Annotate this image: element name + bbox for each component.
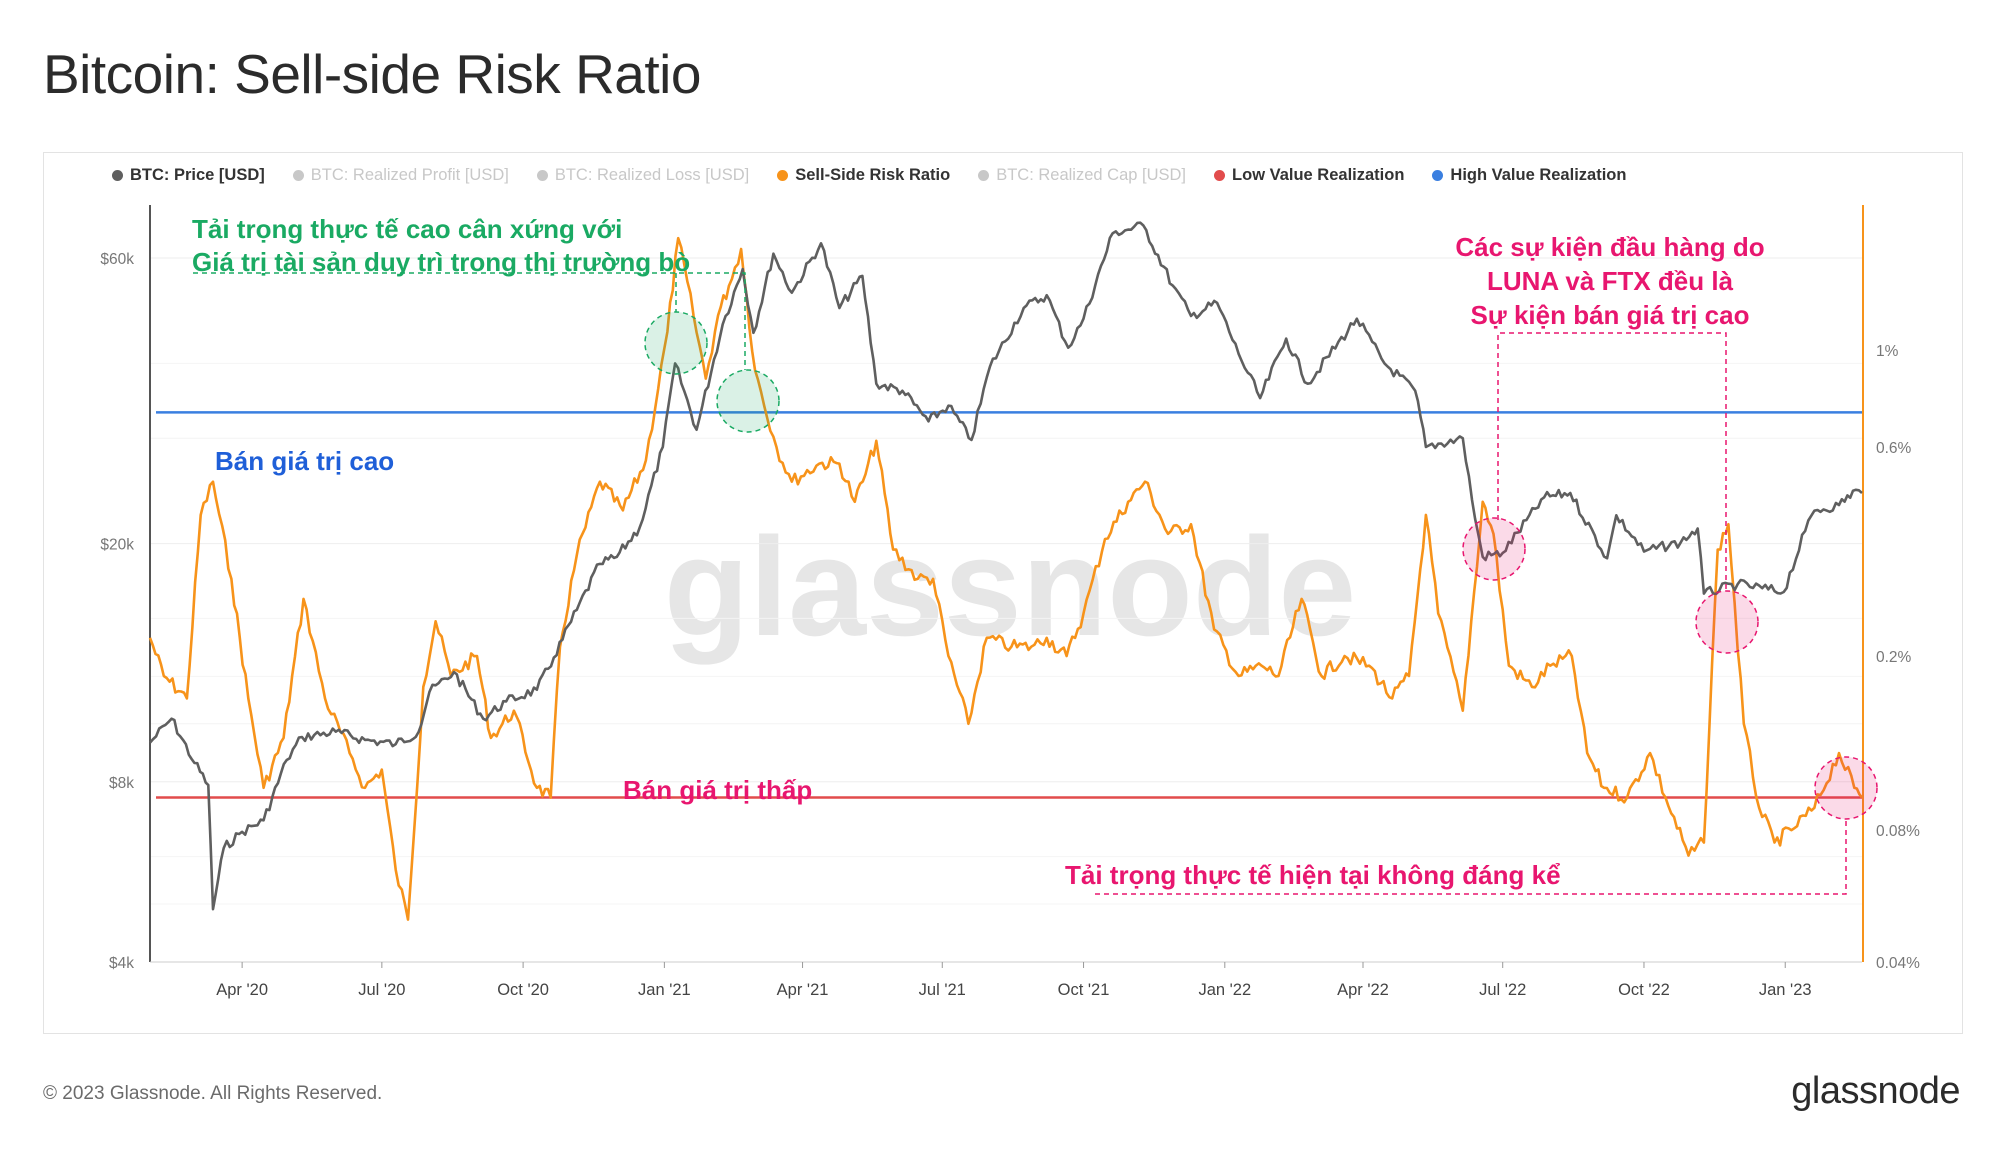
connector-pink <box>1497 332 1727 591</box>
annotation-capitulation: Sự kiện bán giá trị cao <box>1471 300 1750 330</box>
legend-label: BTC: Realized Loss [USD] <box>554 166 750 184</box>
highlight-circle-pink <box>1814 756 1878 820</box>
legend-dot-icon <box>112 170 123 181</box>
sell-side-risk-series <box>148 236 1864 921</box>
x-tick-label: Jan '23 <box>1759 981 1812 999</box>
annotation-capitulation: LUNA và FTX đều là <box>1487 266 1734 296</box>
chart-title: Bitcoin: Sell-side Risk Ratio <box>43 43 701 105</box>
annotation-low-value: Bán giá trị thấp <box>623 775 812 805</box>
legend-dot-icon <box>292 170 304 181</box>
x-tick-label: Jul '22 <box>1479 981 1526 999</box>
connector-green <box>193 272 746 370</box>
x-tick-label: Jul '21 <box>919 981 966 999</box>
legend-label: BTC: Realized Cap [USD] <box>996 166 1187 184</box>
annotation-capitulation: Các sự kiện đầu hàng do <box>1455 232 1764 262</box>
y-left-tick-label: $60k <box>100 251 134 268</box>
legend-label: BTC: Realized Profit [USD] <box>310 166 509 184</box>
y-right-tick-label: 0.08% <box>1876 823 1920 840</box>
y-left-tick-label: $4k <box>109 955 134 972</box>
highlight-circle-pink <box>1695 590 1759 654</box>
chart-frame <box>43 152 1963 1034</box>
highlight-circle-green <box>644 311 708 375</box>
x-tick-label: Apr '21 <box>777 981 829 999</box>
annotation-high-value: Bán giá trị cao <box>215 446 394 476</box>
x-tick-label: Apr '22 <box>1337 981 1389 999</box>
legend-item-realized-cap[interactable]: BTC: Realized Cap [USD] <box>978 166 1186 185</box>
legend-dot-icon <box>1432 170 1444 181</box>
connector-pink <box>1095 819 1847 895</box>
legend-item-realized-loss[interactable]: BTC: Realized Loss [USD] <box>536 166 750 185</box>
y-left-tick-label: $8k <box>109 775 134 792</box>
x-tick-label: Jul '20 <box>358 981 405 999</box>
x-tick-label: Jan '21 <box>638 981 691 999</box>
x-tick-label: Apr '20 <box>216 981 268 999</box>
y-left-tick-label: $20k <box>100 537 134 554</box>
highlight-circle-green <box>716 369 780 433</box>
annotation-bull: Tải trọng thực tế cao cân xứng với <box>192 214 622 244</box>
x-tick-label: Oct '22 <box>1618 981 1670 999</box>
x-tick-label: Jan '22 <box>1198 981 1251 999</box>
legend-item-high-value[interactable]: High Value Realization <box>1432 166 1626 185</box>
watermark: glassnode <box>664 508 1356 665</box>
annotation-current: Tải trọng thực tế hiện tại không đáng kể <box>1065 860 1561 890</box>
legend-item-realized-profit[interactable]: BTC: Realized Profit [USD] <box>292 166 509 185</box>
legend: BTC: Price [USD] BTC: Realized Profit [U… <box>112 166 1626 185</box>
legend-label: Sell-Side Risk Ratio <box>795 166 951 184</box>
glassnode-logo: glassnode <box>1791 1070 1960 1112</box>
highlight-circle-pink <box>1462 517 1526 581</box>
legend-item-low-value[interactable]: Low Value Realization <box>1214 166 1404 185</box>
legend-label: Low Value Realization <box>1232 166 1405 184</box>
y-right-tick-label: 0.6% <box>1876 440 1912 457</box>
y-right-tick-label: 0.04% <box>1876 955 1920 972</box>
legend-dot-icon <box>1214 170 1226 181</box>
y-right-tick-label: 1% <box>1876 343 1899 360</box>
legend-label: High Value Realization <box>1450 166 1627 184</box>
legend-item-sell-side-risk[interactable]: Sell-Side Risk Ratio <box>777 166 950 185</box>
legend-label: BTC: Price [USD] <box>130 166 265 184</box>
x-tick-label: Oct '20 <box>497 981 549 999</box>
btc-price-series <box>149 221 1863 911</box>
legend-dot-icon <box>536 170 548 181</box>
copyright-footer: © 2023 Glassnode. All Rights Reserved. <box>43 1083 383 1104</box>
legend-item-price[interactable]: BTC: Price [USD] <box>112 166 265 185</box>
y-right-tick-label: 0.2% <box>1876 649 1912 666</box>
x-tick-label: Oct '21 <box>1058 981 1110 999</box>
legend-dot-icon <box>777 170 789 181</box>
legend-dot-icon <box>978 170 990 181</box>
annotation-bull: Giá trị tài sản duy trì trong thị trường… <box>192 247 690 277</box>
